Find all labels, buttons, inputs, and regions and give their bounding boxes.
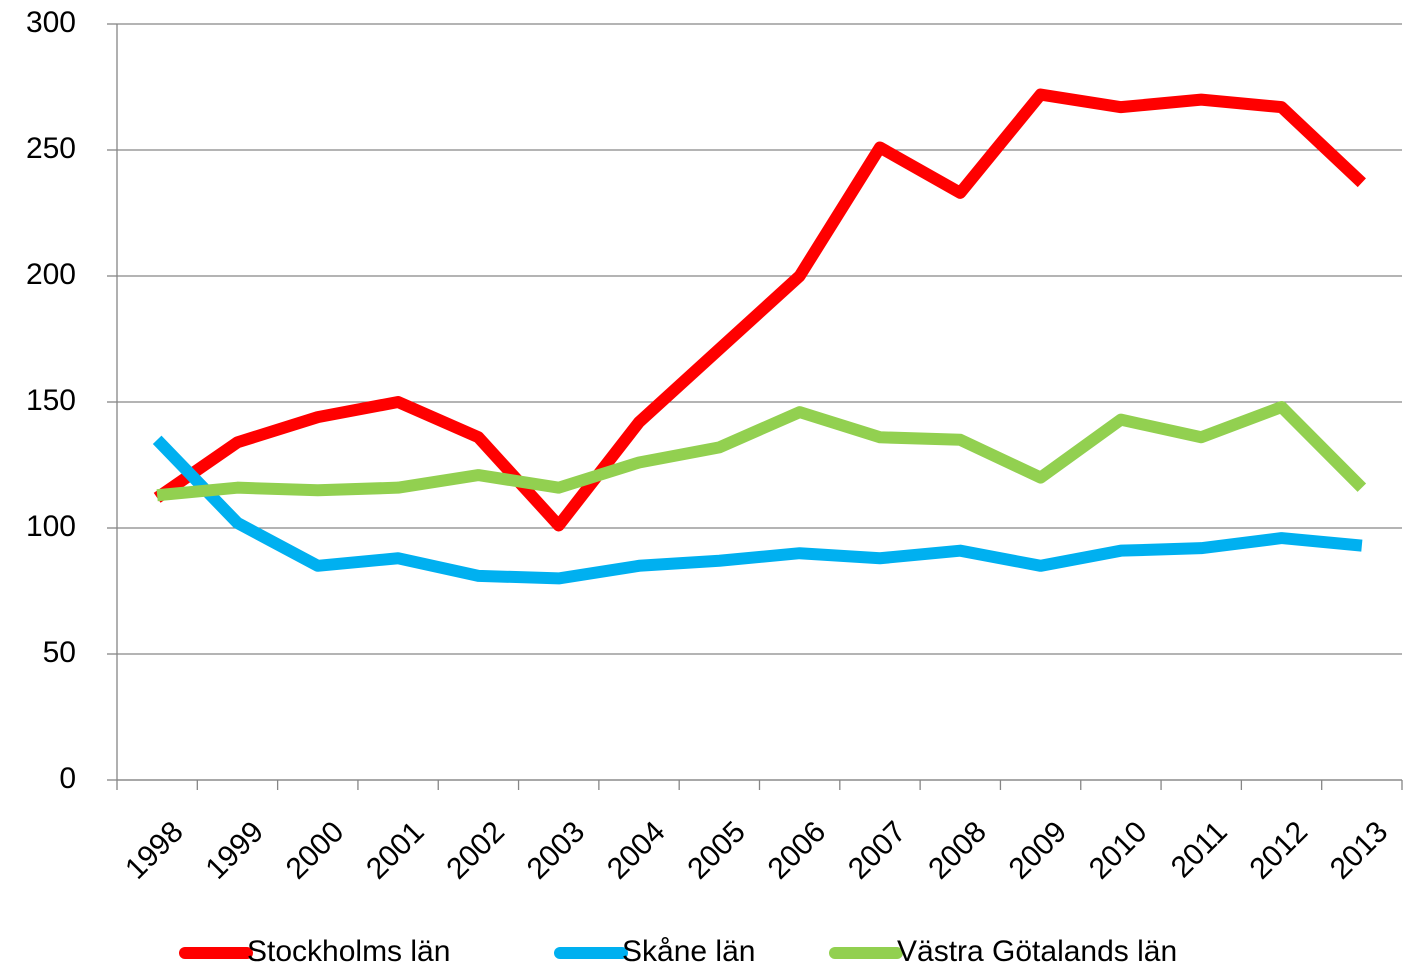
legend-label: Stockholms län bbox=[247, 935, 450, 968]
x-tick-label: 2011 bbox=[1165, 815, 1234, 884]
x-tick-label: 2007 bbox=[842, 815, 913, 886]
x-tick-label: 2013 bbox=[1324, 815, 1395, 886]
series-line bbox=[156, 401, 1367, 502]
x-tick-label: 2004 bbox=[601, 815, 672, 886]
x-tick-label: 2008 bbox=[922, 815, 993, 886]
x-tick-label: 2003 bbox=[521, 815, 592, 886]
legend-label: Skåne län bbox=[622, 935, 755, 968]
y-tick-label: 150 bbox=[26, 384, 76, 417]
x-tick-label: 2009 bbox=[1003, 815, 1074, 886]
x-tick-label: 2005 bbox=[681, 815, 752, 886]
series-line bbox=[152, 435, 1363, 585]
x-tick-label: 1998 bbox=[119, 815, 190, 886]
y-tick-label: 250 bbox=[26, 132, 76, 165]
y-tick-label: 0 bbox=[59, 762, 76, 795]
x-tick-label: 2010 bbox=[1083, 815, 1154, 886]
series-line bbox=[153, 88, 1366, 532]
legend-label: Västra Götalands län bbox=[897, 935, 1177, 968]
x-tick-label: 2000 bbox=[280, 815, 351, 886]
x-tick-label: 1999 bbox=[199, 815, 270, 886]
y-tick-label: 50 bbox=[43, 636, 76, 669]
x-tick-label: 2002 bbox=[440, 815, 511, 886]
x-tick-label: 2012 bbox=[1244, 815, 1315, 886]
x-tick-label: 2006 bbox=[762, 815, 833, 886]
y-tick-label: 200 bbox=[26, 258, 76, 291]
y-tick-label: 300 bbox=[26, 6, 76, 39]
x-tick-label: 2001 bbox=[360, 815, 431, 886]
y-tick-label: 100 bbox=[26, 510, 76, 543]
